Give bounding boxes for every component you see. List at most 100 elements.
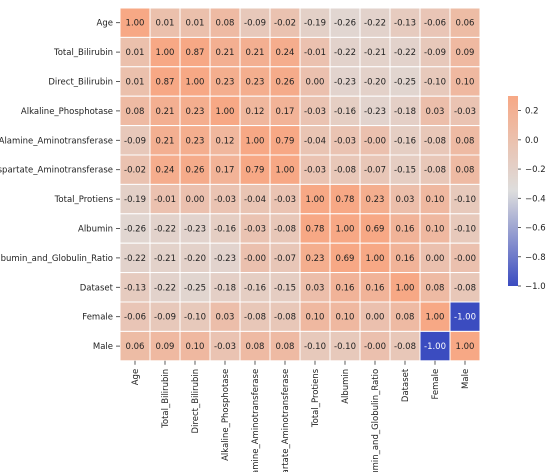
heatmap-cell [239, 183, 271, 215]
cell-value-label: -0.21 [154, 254, 176, 264]
cell-value-label: 0.00 [426, 254, 445, 264]
cell-value-label: 0.21 [216, 48, 235, 58]
cell-value-label: -0.18 [394, 107, 416, 117]
y-tick-label: Total_Bilirubin [53, 48, 113, 58]
cell-value-label: 0.16 [336, 283, 355, 293]
cell-value-label: 0.10 [426, 225, 445, 235]
heatmap-cell [419, 213, 451, 244]
cell-value-label: -0.23 [364, 107, 386, 117]
heatmap-cell [299, 66, 331, 97]
heatmap-cell [179, 183, 211, 215]
y-tick-label: Alamine_Aminotransferase [0, 136, 113, 146]
cell-value-label: -0.20 [364, 78, 386, 88]
y-tick-label: Albumin [78, 225, 113, 235]
cell-value-label: -0.22 [124, 254, 146, 264]
cell-value-label: 1.00 [366, 254, 385, 264]
colorbar-gradient [508, 96, 518, 286]
cell-value-label: 0.06 [126, 342, 145, 352]
heatmap-cell [389, 183, 421, 215]
x-tick-label: Age [131, 369, 141, 385]
cell-value-label: -0.02 [274, 19, 296, 29]
heatmap-cell [119, 95, 151, 127]
heatmap-cell [329, 242, 361, 274]
heatmap-cell [419, 330, 451, 362]
cell-value-label: -0.20 [184, 254, 206, 264]
cell-value-label: -0.08 [394, 342, 416, 352]
cell-value-label: 0.01 [126, 78, 145, 88]
cell-value-label: -0.08 [274, 225, 296, 235]
cell-value-label: -0.04 [244, 195, 266, 205]
heatmap-cell [419, 36, 451, 68]
heatmap-cell [299, 242, 331, 274]
cell-value-label: 0.08 [216, 19, 235, 29]
heatmap-cell [119, 301, 151, 332]
heatmap-cell [449, 66, 481, 97]
heatmap-cell [419, 95, 451, 127]
heatmap-cell [449, 301, 481, 332]
cell-value-label: 1.00 [306, 195, 325, 205]
heatmap-cell [179, 213, 211, 244]
heatmap-cell [299, 330, 331, 362]
cell-value-label: 0.08 [396, 313, 415, 323]
heatmap-cell [299, 272, 331, 303]
heatmap-cells [119, 7, 481, 362]
cell-value-label: 0.10 [336, 313, 355, 323]
cell-value-label: -0.13 [394, 19, 416, 29]
x-tick-label: Female [431, 369, 441, 400]
cell-value-label: 0.16 [396, 254, 415, 264]
cell-value-label: 0.26 [276, 78, 295, 88]
cell-value-label: -0.25 [394, 78, 416, 88]
cell-value-label: 0.26 [186, 166, 205, 176]
heatmap-cell [269, 301, 301, 332]
cell-value-label: -0.08 [424, 136, 446, 146]
cell-value-label: -0.00 [454, 254, 476, 264]
y-tick-label: Dataset [80, 283, 114, 293]
y-tick-label: Direct_Bilirubin [48, 78, 113, 88]
cell-value-label: -0.09 [124, 136, 146, 146]
cell-value-label: 0.01 [186, 19, 205, 29]
y-tick-label: Aspartate_Aminotransferase [0, 166, 113, 176]
x-tick-label: Albumin [341, 369, 351, 404]
x-tick-label: Alamine_Aminotransferase [251, 369, 261, 472]
heatmap-cell [449, 36, 481, 68]
heatmap-cell [449, 95, 481, 127]
heatmap-cell [329, 7, 361, 38]
cell-value-label: 0.21 [156, 136, 175, 146]
y-tick-label: Albumin_and_Globulin_Ratio [0, 254, 113, 264]
cell-value-label: -0.22 [154, 225, 176, 235]
cell-value-label: -0.08 [454, 283, 476, 293]
cell-value-label: -0.22 [364, 19, 386, 29]
heatmap-cell [329, 272, 361, 303]
cell-value-label: -1.00 [424, 342, 446, 352]
heatmap-cell [449, 213, 481, 244]
cell-value-label: 0.23 [246, 78, 265, 88]
cell-value-label: 0.16 [396, 225, 415, 235]
cell-value-label: -0.19 [124, 195, 146, 205]
colorbar-tick-label: −1.0 [525, 282, 546, 292]
cell-value-label: -0.23 [184, 225, 206, 235]
cell-value-label: 0.23 [306, 254, 325, 264]
cell-value-label: -0.08 [424, 166, 446, 176]
cell-value-label: 0.78 [306, 225, 325, 235]
cell-value-label: 0.01 [126, 48, 145, 58]
cell-value-label: -0.00 [364, 342, 386, 352]
cell-value-label: 0.03 [216, 313, 235, 323]
cell-value-label: 0.10 [186, 342, 205, 352]
colorbar-tick-label: 0.2 [525, 107, 539, 117]
heatmap-cell [209, 183, 241, 215]
heatmap-cell [359, 242, 391, 274]
x-axis-labels: Age Total_Bilirubin Direct_Bilirubin Alkali… [131, 360, 471, 472]
cell-value-label: -0.10 [184, 313, 206, 323]
cell-value-label: -0.16 [394, 136, 416, 146]
cell-value-label: 1.00 [216, 107, 235, 117]
cell-value-label: -0.10 [454, 195, 476, 205]
heatmap-cell [449, 330, 481, 362]
heatmap-cell [179, 66, 211, 97]
cell-value-label: 0.10 [426, 195, 445, 205]
heatmap-cell [299, 183, 331, 215]
colorbar-tick-label: −0.8 [525, 253, 546, 263]
cell-value-label: -0.09 [154, 313, 176, 323]
heatmap-cell [389, 7, 421, 38]
cell-value-label: 0.12 [246, 107, 265, 117]
cell-value-label: -0.16 [244, 283, 266, 293]
